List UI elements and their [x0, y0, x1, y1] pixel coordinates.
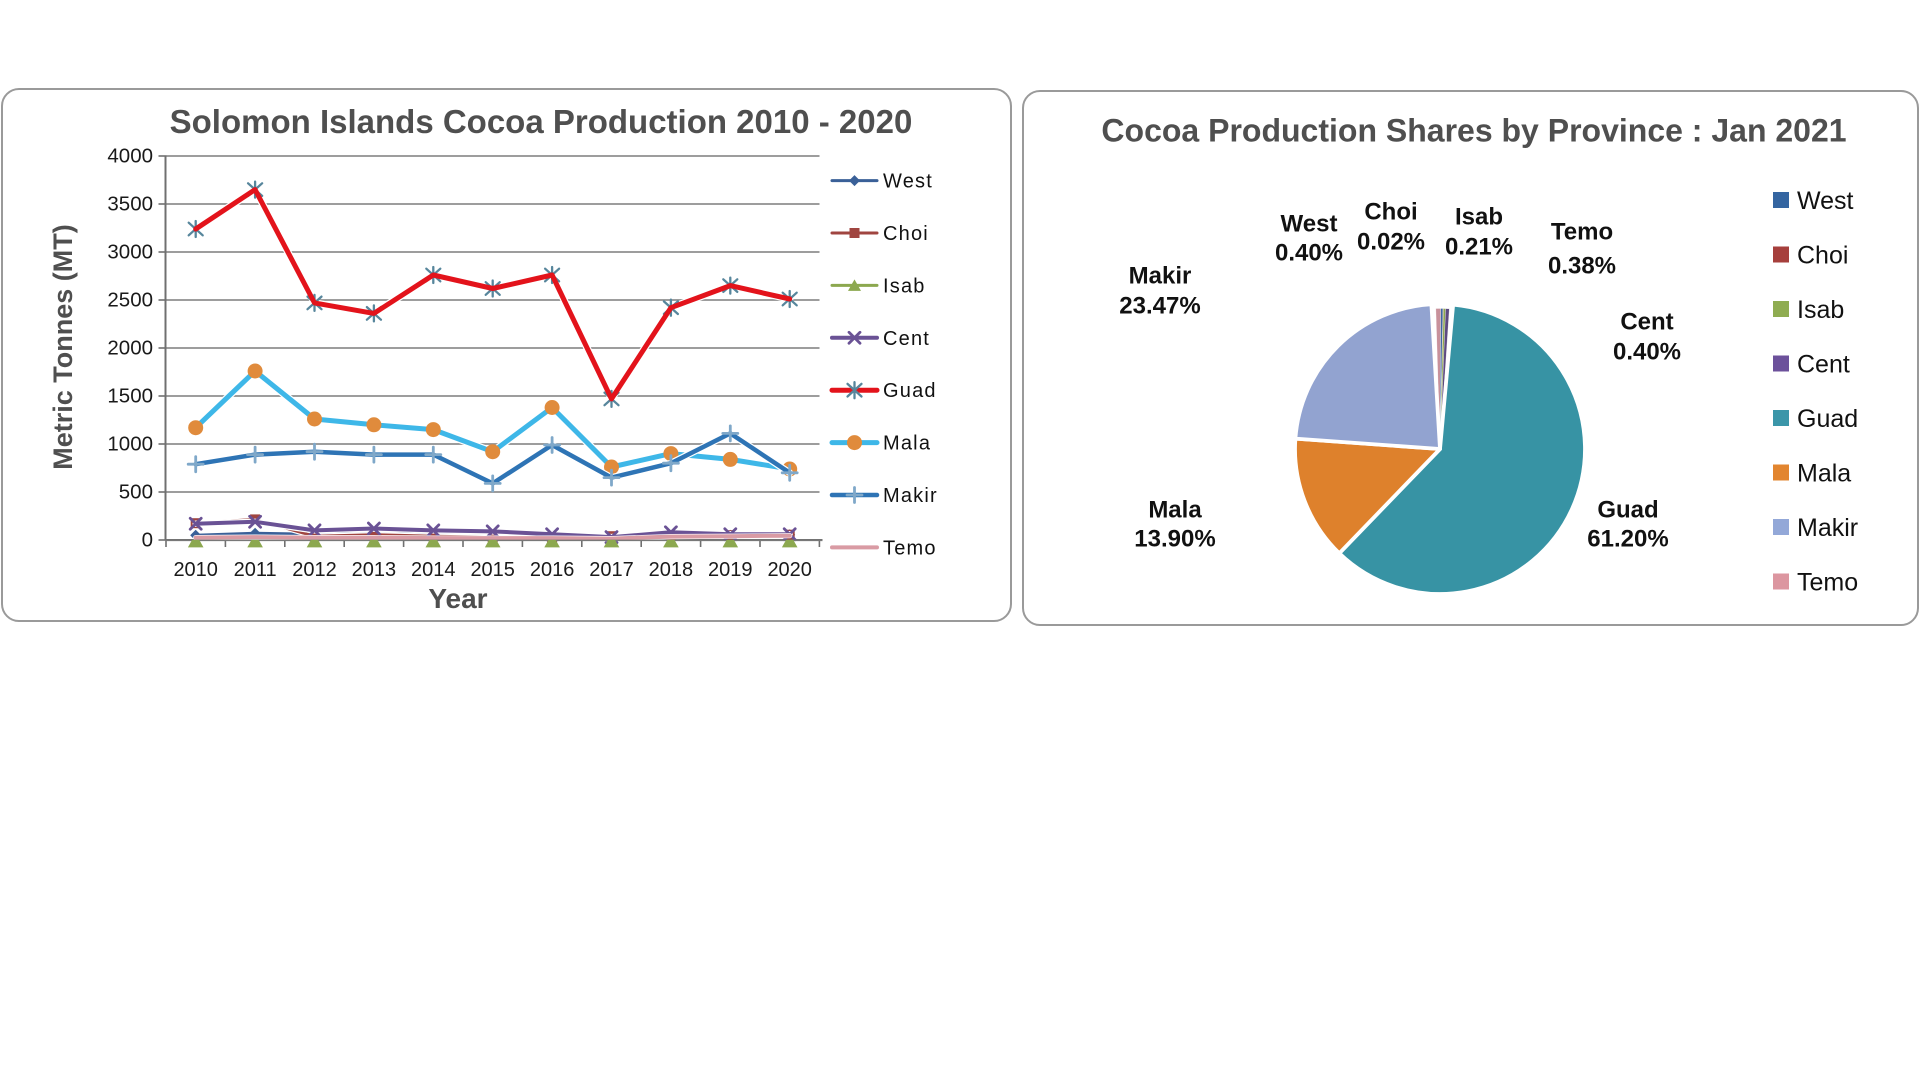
svg-text:0.40%: 0.40% [1613, 339, 1681, 366]
svg-text:13.90%: 13.90% [1134, 526, 1215, 553]
svg-text:Mala: Mala [1148, 497, 1202, 524]
svg-text:Mala: Mala [1797, 460, 1851, 488]
svg-text:Metric Tonnes (MT): Metric Tonnes (MT) [48, 224, 78, 470]
svg-text:3000: 3000 [107, 241, 153, 264]
svg-text:2013: 2013 [352, 559, 397, 581]
svg-text:2015: 2015 [470, 559, 515, 581]
svg-text:0.38%: 0.38% [1548, 253, 1616, 280]
svg-text:23.47%: 23.47% [1119, 293, 1200, 320]
svg-text:West: West [1281, 211, 1338, 238]
svg-text:2000: 2000 [107, 337, 153, 360]
svg-text:Temo: Temo [1551, 219, 1613, 246]
svg-text:Cent: Cent [883, 328, 930, 350]
svg-text:Guad: Guad [1797, 405, 1858, 433]
svg-text:2010: 2010 [173, 559, 218, 581]
svg-text:61.20%: 61.20% [1587, 526, 1668, 553]
svg-text:0.02%: 0.02% [1357, 229, 1425, 256]
svg-text:2017: 2017 [589, 559, 634, 581]
svg-text:1500: 1500 [107, 385, 153, 408]
svg-text:Solomon Islands Cocoa Producti: Solomon Islands Cocoa Production 2010 - … [170, 103, 913, 140]
svg-text:0: 0 [142, 529, 153, 552]
svg-text:2020: 2020 [767, 559, 812, 581]
svg-text:Mala: Mala [883, 433, 931, 455]
svg-text:1000: 1000 [107, 433, 153, 456]
svg-text:Makir: Makir [883, 485, 938, 507]
svg-text:0.21%: 0.21% [1445, 234, 1513, 261]
svg-text:2012: 2012 [292, 559, 337, 581]
svg-text:Choi: Choi [883, 223, 929, 245]
svg-text:2014: 2014 [411, 559, 456, 581]
svg-text:Cocoa Production Shares by Pro: Cocoa Production Shares by Province : Ja… [1101, 113, 1846, 149]
svg-text:4000: 4000 [107, 145, 153, 168]
svg-text:Isab: Isab [883, 275, 926, 297]
svg-text:Choi: Choi [1797, 242, 1848, 270]
svg-text:Choi: Choi [1364, 199, 1417, 226]
svg-text:Guad: Guad [1597, 497, 1658, 524]
svg-text:Temo: Temo [883, 537, 937, 559]
svg-text:2500: 2500 [107, 289, 153, 312]
svg-text:2018: 2018 [649, 559, 694, 581]
svg-text:Cent: Cent [1797, 351, 1850, 379]
svg-text:West: West [883, 171, 933, 193]
svg-text:Temo: Temo [1797, 569, 1858, 597]
svg-text:0.40%: 0.40% [1275, 240, 1343, 267]
svg-text:Isab: Isab [1797, 296, 1844, 324]
svg-text:3500: 3500 [107, 193, 153, 216]
svg-text:500: 500 [119, 481, 153, 504]
svg-text:Cent: Cent [1620, 309, 1673, 336]
svg-text:Makir: Makir [1797, 514, 1858, 542]
svg-text:Isab: Isab [1455, 204, 1503, 231]
svg-text:West: West [1797, 187, 1854, 215]
svg-text:Year: Year [428, 583, 487, 614]
svg-text:Guad: Guad [883, 380, 937, 402]
svg-text:2011: 2011 [234, 559, 277, 581]
svg-text:Makir: Makir [1129, 263, 1192, 290]
svg-text:2016: 2016 [530, 559, 575, 581]
svg-text:2019: 2019 [708, 559, 753, 581]
